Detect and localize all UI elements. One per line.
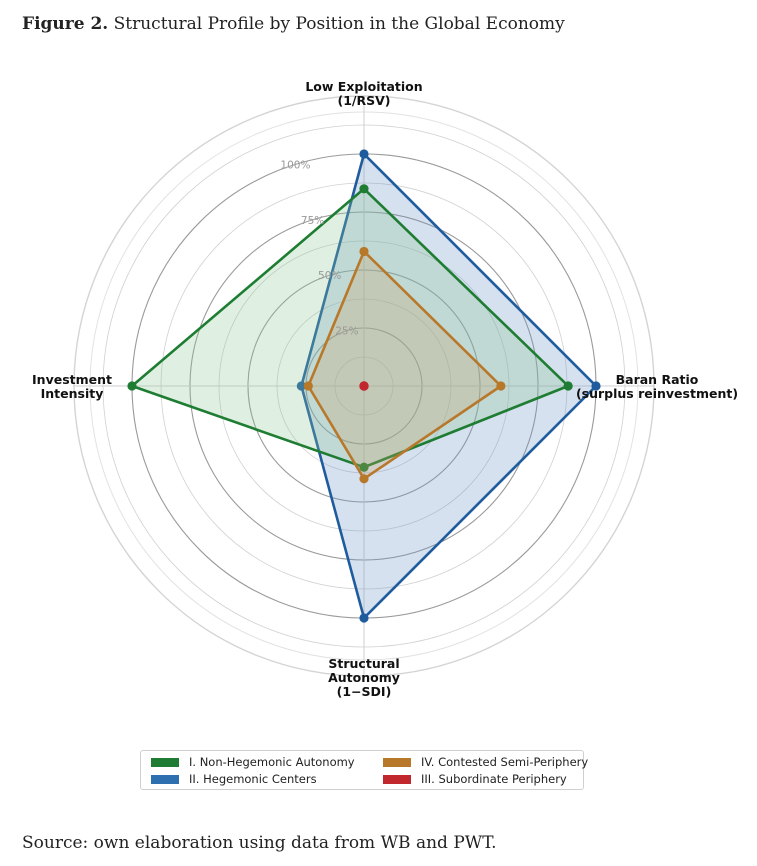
figure-caption: Figure 2. Structural Profile by Position… [22,14,565,34]
series-point [359,381,369,391]
legend-swatch [383,757,411,767]
axis-label: (1−SDI) [337,684,392,699]
legend-label: I. Non-Hegemonic Autonomy [189,755,355,769]
radar-chart: 25% 50% 75% 100% Low Exploitation(1/RSV) Bara… [32,79,738,699]
legend-item-non-hegemonic: I. Non-Hegemonic Autonomy [151,755,355,769]
series-point [127,381,137,391]
series-point [359,246,369,257]
r-tick-label: 75% [301,215,324,227]
r-tick-label: 25% [335,326,358,338]
r-tick-label: 100% [280,159,310,171]
axis-label: Autonomy [328,670,400,685]
axis-label: (surplus reinvestment) [576,386,738,401]
legend-label: III. Subordinate Periphery [421,772,567,786]
series-point [359,474,369,484]
series-point [359,184,369,194]
axis-label: Investment [32,372,112,387]
legend-swatch [383,774,411,784]
legend-item-contested: IV. Contested Semi-Periphery [383,755,588,769]
series-point [359,462,369,472]
series-point [359,613,369,623]
axis-label: Structural [328,656,399,671]
axis-label: Baran Ratio [616,372,699,387]
series-point [303,381,313,391]
series-point [591,381,601,391]
legend-item-subordinate: III. Subordinate Periphery [383,772,567,786]
legend-swatch [151,757,179,767]
axis-label: Intensity [41,386,104,401]
series-point [296,381,306,391]
series-point [359,149,369,159]
series-point [496,381,506,391]
r-tick-label: 50% [318,270,341,282]
figure-label: Figure 2. [22,14,109,34]
series-point [563,381,573,391]
figure-title: Structural Profile by Position in the Gl… [113,14,565,34]
chart-legend: I. Non-Hegemonic Autonomy IV. Contested … [140,750,588,790]
legend-swatch [151,774,179,784]
source-note: Source: own elaboration using data from … [22,833,497,853]
legend-label: IV. Contested Semi-Periphery [421,755,589,769]
axis-label: Low Exploitation [305,79,422,94]
axis-label: (1/RSV) [338,93,391,108]
legend-label: II. Hegemonic Centers [189,772,317,786]
legend-item-hegemonic: II. Hegemonic Centers [151,772,317,786]
